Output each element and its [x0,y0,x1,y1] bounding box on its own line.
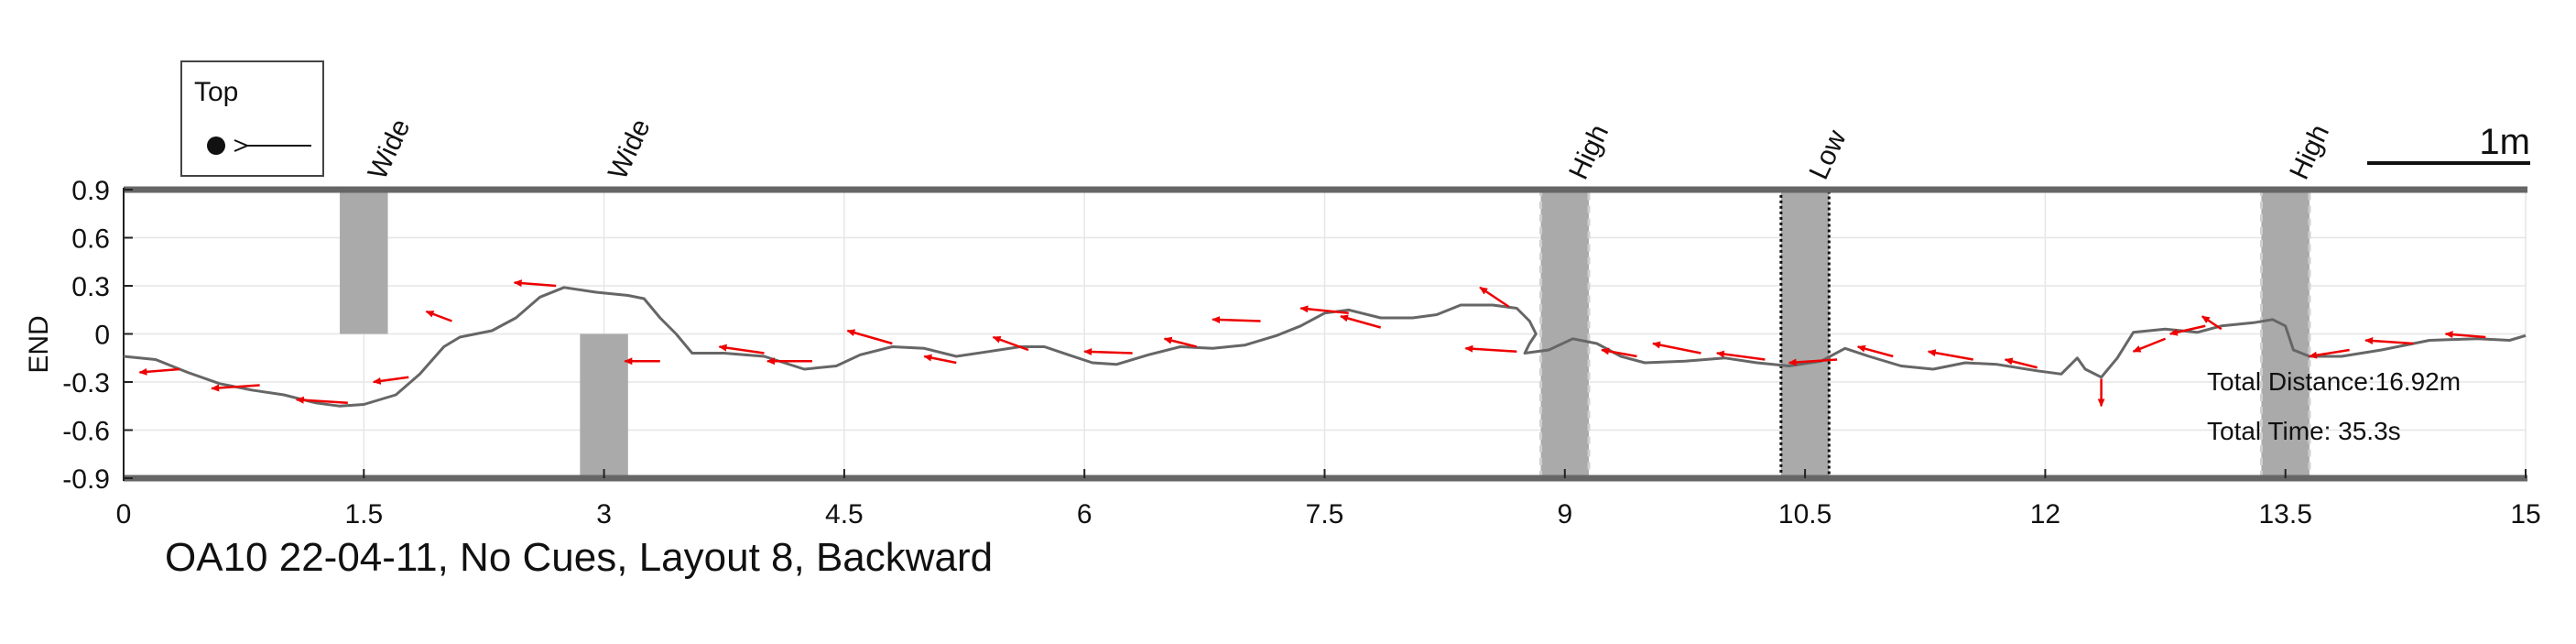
heading-arrow-4 [425,310,452,322]
obstacle-labels: Wide Wide High Low High [363,115,2335,184]
heading-arrow-16 [1340,314,1382,329]
trajectory-line-0 [123,286,2527,408]
y-tick-label-2: 0.3 [71,272,110,302]
heading-arrow-12 [1083,348,1133,356]
heading-arrow-21 [1715,350,1766,361]
legend: Top [180,60,324,177]
legend-position-marker-icon [207,136,225,155]
heading-arrow-11 [992,335,1029,352]
y-tick-label-1: 0.6 [71,224,110,255]
x-tick-label-9: 13.5 [2259,499,2312,529]
heading-arrows [138,279,2486,408]
heading-arrow-22 [1788,358,1838,366]
x-tick-label-4: 6 [1077,499,1092,529]
obstacle-low-3 [1779,188,1831,480]
y-tick-label-5: -0.6 [62,417,110,447]
y-tick-label-6: -0.9 [62,464,110,495]
total-time-text: Total Time: 35.3s [2207,417,2401,445]
obstacles [340,188,2311,480]
heading-arrow-24 [1927,349,1973,361]
obstacle-label-2: High [1563,120,1614,184]
heading-arrow-10 [923,354,957,365]
heading-arrow-23 [1856,344,1894,358]
obstacle-label-3: Low [1804,126,1853,184]
heading-arrow-15 [1299,305,1349,314]
heading-arrow-9 [846,329,893,345]
heading-arrow-20 [1651,341,1701,355]
total-distance-text: Total Distance:16.92m [2207,367,2461,396]
legend-title: Top [194,77,238,107]
obstacle-label-0: Wide [363,115,417,184]
x-tick-label-10: 15 [2510,499,2540,529]
heading-arrow-19 [1601,347,1637,358]
obstacle-label-4: High [2284,120,2335,184]
x-tick-label-0: 0 [116,499,132,529]
x-tick-label-3: 4.5 [825,499,864,529]
obstacle-wide-0 [340,190,388,334]
y-tick-label-3: 0 [94,321,110,351]
heading-arrow-7 [718,344,765,355]
x-tick-label-2: 3 [596,499,612,529]
grid [123,189,2527,479]
heading-arrow-25 [2004,357,2038,369]
obstacle-wide-1 [580,333,628,478]
heading-arrow-18 [1464,344,1517,353]
heading-arrow-27 [2132,337,2167,353]
obstacle-label-1: Wide [603,115,657,184]
heading-arrow-5 [513,279,557,288]
heading-arrow-3 [372,376,409,385]
y-tick-label-0: 0.9 [71,176,110,206]
trajectory-series [123,286,2527,408]
heading-arrow-31 [2364,337,2414,345]
x-tick-label-1: 1.5 [344,499,383,529]
scale-bar-label: 1m [2479,122,2530,162]
heading-arrow-1 [211,384,260,392]
x-tick-label-8: 12 [2030,499,2060,529]
heading-arrow-17 [1479,286,1510,308]
y-axis-label: END [24,315,54,373]
heading-arrow-0 [138,367,180,376]
scale-bar: 1m [2367,122,2530,165]
heading-arrow-14 [1212,316,1261,324]
x-tick-label-7: 10.5 [1778,499,1831,529]
heading-arrow-29 [2201,315,2223,331]
y-tick-label-4: -0.3 [62,368,110,398]
legend-box [180,60,324,177]
heading-arrow-13 [1163,336,1197,348]
chart-title: OA10 22-04-11, No Cues, Layout 8, Backwa… [165,535,993,580]
heading-arrow-30 [2308,348,2350,359]
obstacle-high-2 [1539,188,1591,480]
heading-arrow-32 [2444,331,2486,339]
heading-arrow-28 [2168,324,2206,336]
axis-ticks: 0 1.5 3 4.5 6 7.5 9 10.5 12 13.5 15 0.9 0.6 0.3 0 -0.3 -… [62,176,2540,529]
x-tick-label-6: 9 [1557,499,1572,529]
x-tick-label-5: 7.5 [1306,499,1344,529]
heading-arrow-2 [295,396,348,404]
